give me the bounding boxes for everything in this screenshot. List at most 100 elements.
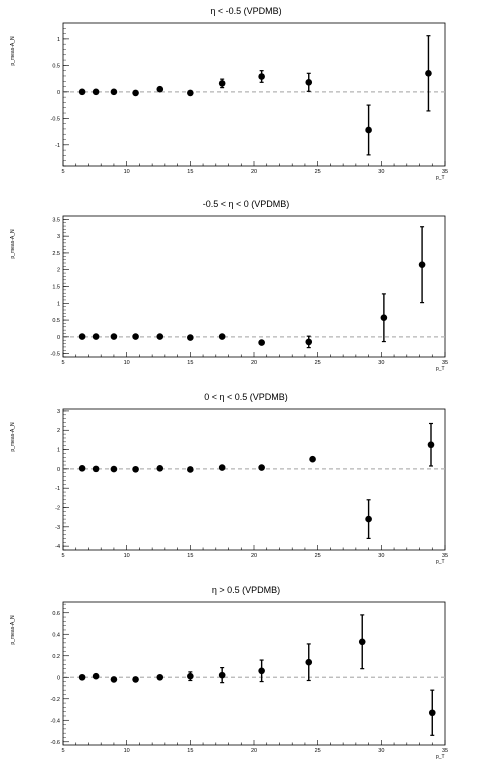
data-point [156,673,164,681]
y-tick-label: -0.2 [51,697,60,703]
data-point [305,338,313,346]
y-axis-label: p_meas-A_N [10,36,16,66]
y-tick-label: 0 [57,467,60,473]
x-tick-label: 5 [61,360,64,366]
y-tick-label: 2 [57,428,60,434]
x-tick-label: 10 [124,748,130,754]
data-point [187,466,194,473]
x-tick-label: 15 [187,360,193,366]
data-point [428,709,436,717]
data-point [218,80,226,87]
x-tick-label: 35 [442,748,448,754]
x-axis-label: p_T [436,754,445,760]
data-point [78,333,86,340]
x-tick-label: 35 [442,360,448,366]
data-point [110,333,118,340]
data-point [258,339,265,346]
y-tick-label: 3.5 [52,217,60,223]
y-tick-label: 0 [57,335,60,341]
data-point [418,261,426,268]
x-tick-label: 15 [187,553,193,559]
data-point [156,333,164,340]
x-tick-label: 20 [251,748,257,754]
chart-title: -0.5 < η < 0 (VPDMB) [203,199,290,209]
x-tick-label: 30 [378,169,384,175]
y-axis-label: p_meas-A_N [10,615,16,645]
chart-title: 0 < η < 0.5 (VPDMB) [204,392,288,402]
data-point [187,89,194,97]
x-tick-label: 30 [378,748,384,754]
data-point [132,333,139,340]
y-tick-label: 2.5 [52,251,60,257]
data-point [187,334,194,341]
data-point [78,673,86,681]
data-point [258,73,265,80]
x-tick-label: 25 [315,553,321,559]
data-point [78,464,86,472]
y-tick-label: 1 [57,37,60,43]
y-tick-label: 1 [57,301,60,307]
y-tick-label: 0.5 [52,63,60,69]
y-tick-label: -3 [55,525,60,531]
x-tick-label: 15 [187,748,193,754]
x-tick-label: 10 [124,360,130,366]
x-axis-label: p_T [436,366,445,372]
data-point [132,89,139,97]
data-point [156,464,164,472]
y-tick-label: -0.6 [51,740,60,746]
y-tick-label: 0.4 [52,632,60,638]
data-point [92,672,100,680]
y-tick-label: -4 [55,544,60,550]
data-point [358,638,366,646]
data-point [156,85,164,93]
data-point [92,88,100,96]
chart-panel-2: -0.5 < η < 0 (VPDMB) 5 10 15 20 25 30 35 -0.5 0 0.… [10,199,448,372]
y-tick-label: -2 [55,506,60,512]
y-tick-label: -0.4 [51,718,60,724]
x-tick-label: 20 [251,360,257,366]
chart-title: η > 0.5 (VPDMB) [212,585,280,595]
data-point [218,333,226,340]
data-point [218,671,226,679]
y-tick-label: 2 [57,268,60,274]
data-point [365,515,372,523]
x-tick-label: 5 [61,748,64,754]
data-point [305,79,313,86]
data-point [92,465,100,473]
y-tick-label: 3 [57,409,60,415]
x-tick-label: 20 [251,553,257,559]
x-tick-label: 25 [315,360,321,366]
y-tick-label: 3 [57,234,60,240]
chart-panel-1: η < -0.5 (VPDMB) 5 10 15 20 25 30 35 -1 -0.5 0 0.5 1… [10,6,448,181]
y-tick-label: -0.5 [51,352,60,358]
x-axis-label: p_T [436,175,445,181]
x-tick-label: 20 [251,169,257,175]
data-point [425,70,432,77]
data-point [365,126,372,134]
data-point [427,441,435,449]
x-tick-label: 25 [315,169,321,175]
y-tick-label: -0.5 [51,116,60,122]
x-tick-label: 35 [442,553,448,559]
y-tick-label: 0.5 [52,318,60,324]
y-tick-label: -1 [55,486,60,492]
x-tick-label: 25 [315,748,321,754]
y-tick-label: 1.5 [52,285,60,291]
plot-frame [62,408,446,551]
x-tick-label: 5 [61,169,64,175]
y-axis-label: p_meas-A_N [10,229,16,259]
y-tick-label: 0 [57,675,60,681]
y-axis-label: p_meas-A_N [10,422,16,452]
chart-panel-3: 0 < η < 0.5 (VPDMB)5 10 15 20 25 30 35-4-3-2-1… [10,392,448,565]
x-tick-label: 30 [378,553,384,559]
data-point [187,672,194,680]
data-point [132,676,139,683]
plot-frame [62,215,446,358]
x-tick-label: 35 [442,169,448,175]
y-tick-label: 0.6 [52,611,60,617]
x-tick-label: 10 [124,553,130,559]
data-point [110,88,118,96]
x-tick-label: 15 [187,169,193,175]
x-axis-label: p_T [436,559,445,565]
